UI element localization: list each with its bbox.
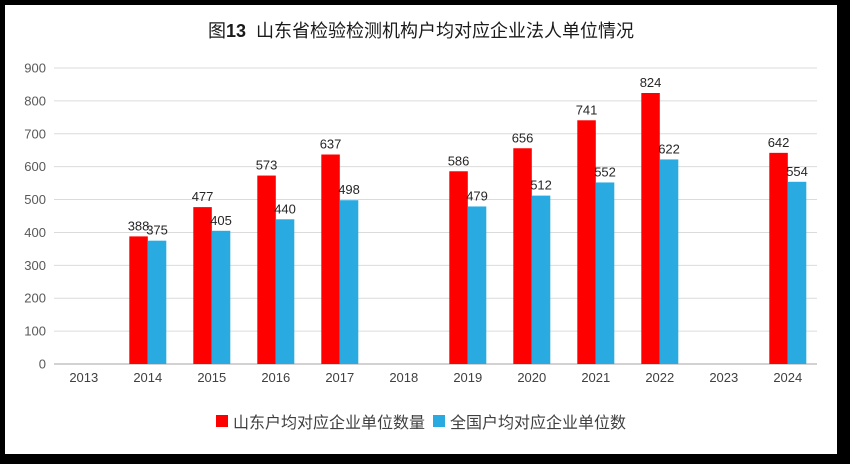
svg-text:656: 656	[512, 130, 534, 145]
svg-text:2014: 2014	[133, 370, 162, 385]
svg-text:824: 824	[640, 75, 662, 90]
svg-text:2019: 2019	[453, 370, 482, 385]
svg-text:800: 800	[24, 93, 46, 108]
svg-text:400: 400	[24, 225, 46, 240]
svg-text:2020: 2020	[517, 370, 546, 385]
svg-text:2024: 2024	[773, 370, 802, 385]
svg-text:586: 586	[448, 153, 470, 168]
svg-text:100: 100	[24, 324, 46, 339]
svg-text:440: 440	[274, 201, 296, 216]
svg-text:600: 600	[24, 159, 46, 174]
svg-text:622: 622	[658, 141, 680, 156]
svg-text:512: 512	[530, 178, 552, 193]
svg-text:498: 498	[338, 182, 360, 197]
svg-text:741: 741	[576, 102, 598, 117]
svg-text:300: 300	[24, 258, 46, 273]
svg-text:642: 642	[768, 135, 790, 150]
svg-text:405: 405	[210, 213, 232, 228]
svg-text:554: 554	[786, 164, 808, 179]
svg-text:2022: 2022	[645, 370, 674, 385]
svg-text:2021: 2021	[581, 370, 610, 385]
svg-text:700: 700	[24, 126, 46, 141]
svg-text:477: 477	[192, 189, 214, 204]
svg-text:0: 0	[39, 357, 46, 372]
svg-text:552: 552	[594, 164, 616, 179]
svg-text:2017: 2017	[325, 370, 354, 385]
svg-text:2013: 2013	[69, 370, 98, 385]
svg-text:500: 500	[24, 192, 46, 207]
svg-text:375: 375	[146, 223, 168, 238]
svg-text:900: 900	[24, 61, 46, 76]
svg-text:2023: 2023	[709, 370, 738, 385]
svg-text:2018: 2018	[389, 370, 418, 385]
svg-text:637: 637	[320, 137, 342, 152]
svg-text:573: 573	[256, 158, 278, 173]
svg-text:200: 200	[24, 291, 46, 306]
svg-text:2015: 2015	[197, 370, 226, 385]
svg-text:2016: 2016	[261, 370, 290, 385]
svg-text:479: 479	[466, 188, 488, 203]
